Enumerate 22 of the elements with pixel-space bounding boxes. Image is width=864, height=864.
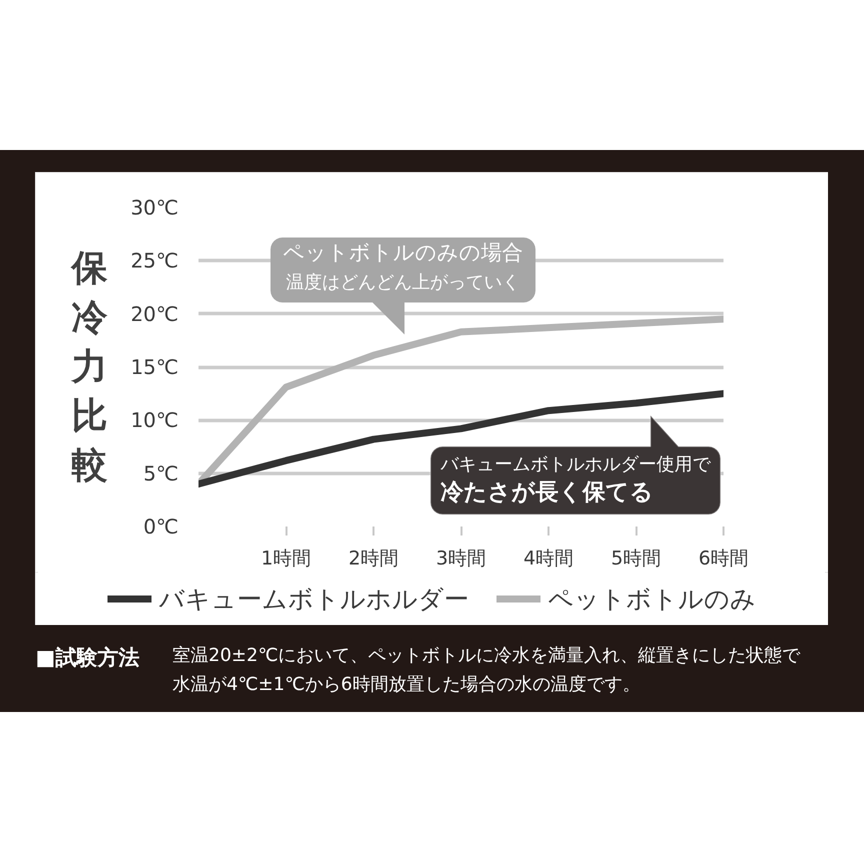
x-tick-label: 5時間 <box>610 548 662 570</box>
y-axis-title: 保冷力比較 <box>70 248 109 486</box>
annotation: 温度はどんどん上がっていく <box>286 272 520 293</box>
annotation: 冷たさが長く保てる <box>440 480 654 506</box>
y-tick-label: 5℃ <box>143 461 178 486</box>
x-tick-label: 1時間 <box>260 548 312 570</box>
y-tick-label: 15℃ <box>130 355 179 379</box>
x-tick-label: 6時間 <box>698 548 749 570</box>
text: ■試験方法 <box>36 646 140 670</box>
legend-label: ペットボトルのみ <box>548 583 756 615</box>
y-tick-label: 30℃ <box>130 196 179 220</box>
x-tick-label: 4時間 <box>523 548 574 570</box>
x-tick-label: 3時間 <box>436 548 486 570</box>
legend-label: バキュームボトルホルダー <box>159 583 469 615</box>
annotation: バキュームボトルホルダー使用で <box>440 454 712 475</box>
y-tick-label: 20℃ <box>130 302 179 326</box>
y-tick-label: 25℃ <box>130 248 179 273</box>
x-tick-label: 2時間 <box>348 548 399 570</box>
annotation: ペットボトルのみの場合 <box>283 240 523 264</box>
y-tick-label: 0℃ <box>143 514 178 538</box>
text: 室温20±2℃において、ペットボトルに冷水を満量入れ、縦置きにした状態で水温が4℃±1℃から6時間放置した場合の水の温度です。 <box>172 645 802 695</box>
y-tick-label: 10℃ <box>130 408 179 432</box>
